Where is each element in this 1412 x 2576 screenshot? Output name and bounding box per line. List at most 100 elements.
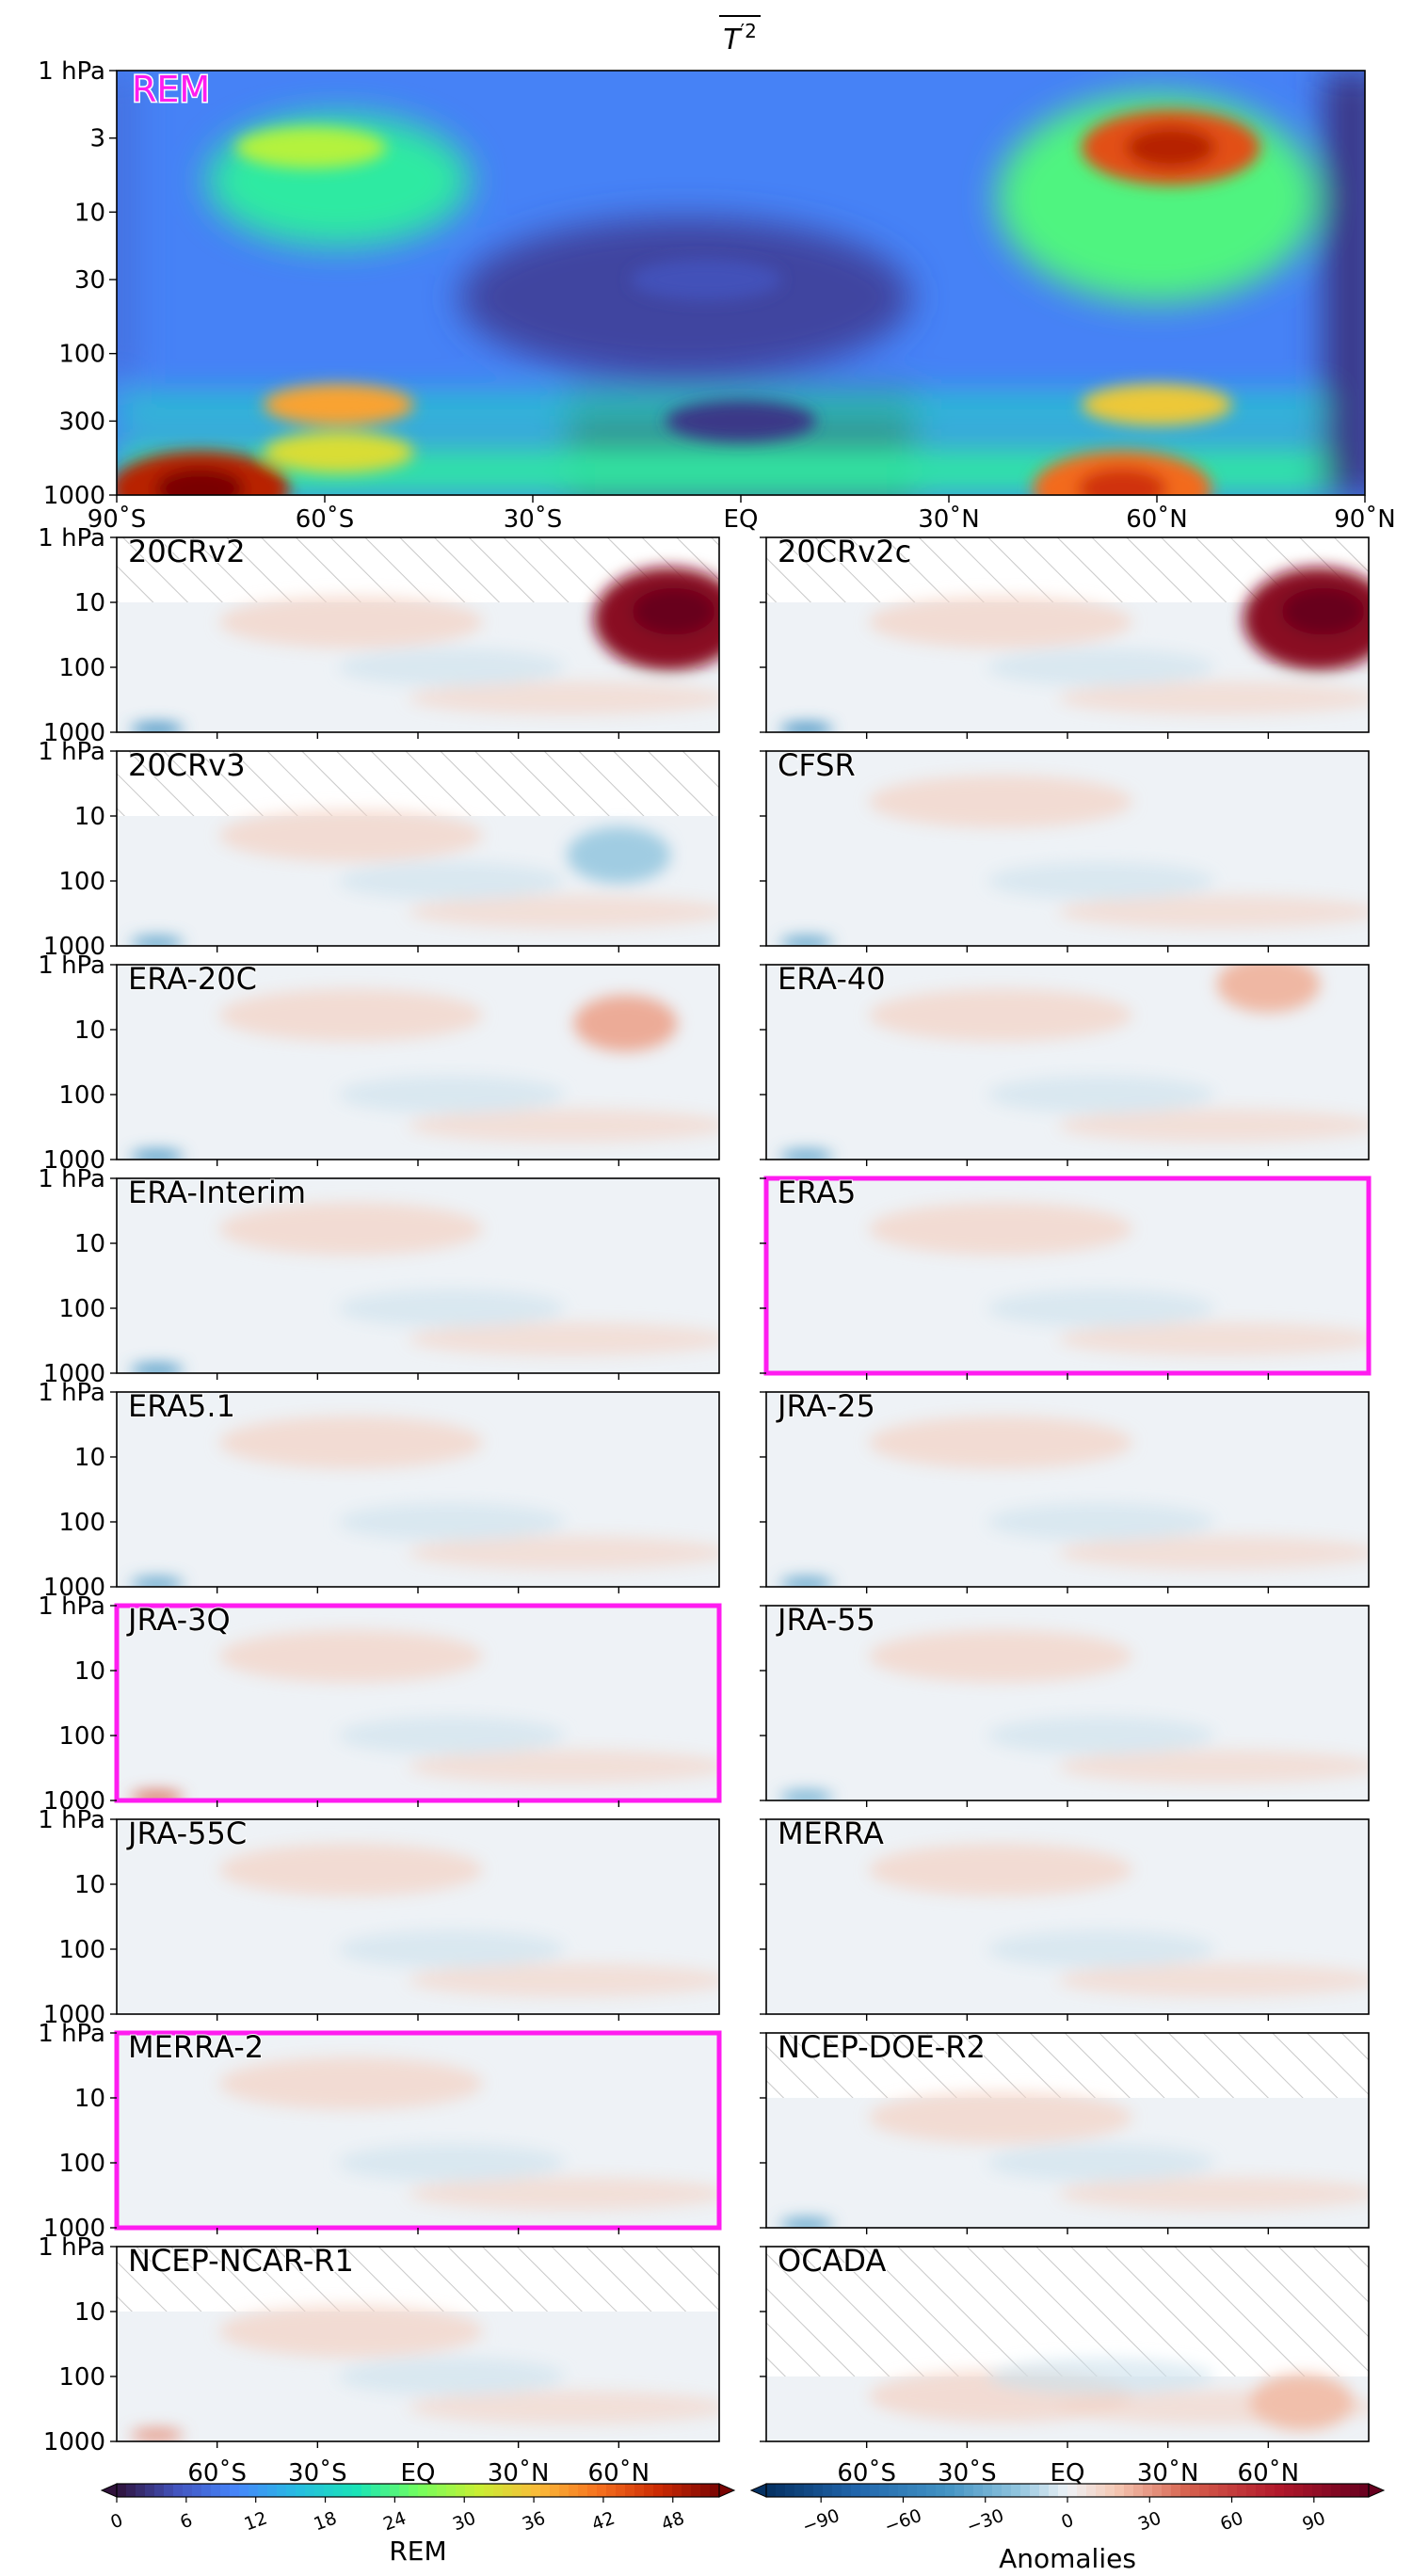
anomaly-panel-jra-3q: JRA-3Q 1 hPa 10 100 1000 bbox=[38, 1592, 722, 1816]
panel-cool-patch bbox=[338, 1076, 565, 1113]
colorbar-segment bbox=[550, 2484, 560, 2497]
panel-y-tick-label: 100 bbox=[58, 868, 105, 896]
anomaly-feature-0 bbox=[130, 1790, 184, 1800]
panel-warm-patch bbox=[218, 595, 483, 648]
panel-y-tick-label: 1000 bbox=[43, 1787, 105, 1816]
rem-feature-4 bbox=[263, 384, 414, 426]
colorbar-segment bbox=[1011, 2484, 1021, 2497]
panel-y-tick-label: 10 bbox=[74, 589, 105, 617]
colorbar-segment bbox=[1265, 2484, 1276, 2497]
colorbar-segment bbox=[267, 2484, 278, 2497]
colorbar-segment bbox=[1350, 2484, 1360, 2497]
panel-warm-patch bbox=[218, 1843, 483, 1896]
colorbar-segment bbox=[1002, 2484, 1012, 2497]
colorbar-tick-label: 30 bbox=[1135, 2508, 1163, 2536]
anomaly-feature-0 bbox=[567, 826, 671, 884]
panel-warm-patch bbox=[1058, 1749, 1369, 1784]
panel-label: ERA5 bbox=[778, 1175, 856, 1210]
panel-label: OCADA bbox=[778, 2243, 887, 2279]
figure-title: T′2 bbox=[719, 15, 761, 56]
rem-x-tick-label: 60˚S bbox=[296, 505, 355, 534]
anomaly-feature-0 bbox=[573, 995, 678, 1052]
colorbar-segment bbox=[136, 2484, 146, 2497]
colorbar-segment bbox=[1077, 2484, 1087, 2497]
panel-y-tick-label: 10 bbox=[74, 803, 105, 831]
colorbar-segment bbox=[173, 2484, 184, 2497]
rem-feature-core-0 bbox=[1126, 126, 1216, 168]
panel-warm-patch bbox=[1058, 1108, 1369, 1143]
rem-y-tick-label: 100 bbox=[58, 341, 105, 369]
colorbar-segment bbox=[616, 2484, 626, 2497]
anomaly-panel-era5-1: ERA5.1 1 hPa 10 100 1000 bbox=[38, 1379, 720, 1602]
panel-cool-patch bbox=[338, 2144, 565, 2182]
panel-y-tick-label: 100 bbox=[58, 2150, 105, 2178]
panel-warm-patch bbox=[409, 894, 719, 929]
panel-label: NCEP-DOE-R2 bbox=[778, 2029, 986, 2065]
rem-y-tick-label: 10 bbox=[74, 199, 105, 227]
panel-cool-patch bbox=[987, 648, 1214, 686]
colorbar-segment bbox=[1209, 2484, 1219, 2497]
colorbar-segment bbox=[399, 2484, 409, 2497]
panel-label: JRA-55C bbox=[126, 1816, 247, 1851]
panel-cool-patch bbox=[987, 2144, 1214, 2182]
panel-warm-patch bbox=[868, 1202, 1132, 1256]
anomaly-panel-era5: ERA5 bbox=[760, 1174, 1372, 1380]
panel-warm-patch bbox=[409, 1321, 719, 1356]
colorbar-segment bbox=[230, 2484, 240, 2497]
panel-warm-patch bbox=[409, 1108, 719, 1143]
colorbar-segment bbox=[1293, 2484, 1304, 2497]
colorbar-segment bbox=[870, 2484, 880, 2497]
panel-label: ERA-Interim bbox=[128, 1175, 306, 1210]
panel-cool-patch bbox=[338, 1503, 565, 1541]
colorbar-segment bbox=[1331, 2484, 1341, 2497]
anomaly-feature-core-0 bbox=[1281, 587, 1365, 635]
panel-cool-patch bbox=[338, 862, 565, 900]
colorbar-tick-label: −90 bbox=[800, 2505, 842, 2537]
colorbar-segment bbox=[983, 2484, 993, 2497]
panel-label: 20CRv2c bbox=[778, 534, 911, 569]
panel-warm-patch bbox=[218, 988, 483, 1042]
rem-y-tick-label: 3 bbox=[89, 125, 105, 153]
colorbar-segment bbox=[474, 2484, 485, 2497]
panel-y-tick-label: 1 hPa bbox=[38, 524, 105, 552]
panel-cool-patch bbox=[987, 2358, 1214, 2395]
colorbar-segment bbox=[663, 2484, 673, 2497]
panel-cool-patch bbox=[987, 1289, 1214, 1327]
colorbar-segment bbox=[409, 2484, 419, 2497]
colorbar-segment bbox=[1256, 2484, 1266, 2497]
colorbar-segment bbox=[484, 2484, 494, 2497]
colorbar-segment bbox=[1322, 2484, 1332, 2497]
colorbar-segment bbox=[917, 2484, 927, 2497]
rem-y-tick-label: 1 hPa bbox=[38, 57, 105, 86]
colorbar-segment bbox=[220, 2484, 231, 2497]
rem-x-tick-label: 90˚N bbox=[1334, 505, 1396, 534]
anomaly-panel-20crv3: 20CRv3 1 hPa 10 100 1000 bbox=[38, 738, 720, 961]
colorbar-segment bbox=[889, 2484, 899, 2497]
colorbar-segment bbox=[1190, 2484, 1200, 2497]
panel-y-tick-label: 10 bbox=[74, 2085, 105, 2113]
panel-cool-patch bbox=[987, 1930, 1214, 1968]
colorbar-segment bbox=[1227, 2484, 1238, 2497]
colorbar-segment bbox=[973, 2484, 984, 2497]
anomaly-feature-0 bbox=[130, 1363, 184, 1373]
colorbar-segment bbox=[945, 2484, 955, 2497]
colorbar-segment bbox=[1303, 2484, 1313, 2497]
colorbar-segment bbox=[776, 2484, 786, 2497]
panel-x-tick-label: EQ bbox=[1051, 2459, 1085, 2488]
anomaly-panel-jra-25: JRA-25 bbox=[760, 1387, 1370, 1593]
colorbar-segment bbox=[1171, 2484, 1181, 2497]
colorbar-segment bbox=[992, 2484, 1003, 2497]
rem-y-tick-label: 300 bbox=[58, 408, 105, 436]
anomaly-panel-20crv2c: 20CRv2c bbox=[760, 533, 1370, 739]
colorbar-tick-label: 48 bbox=[659, 2508, 687, 2536]
colorbar-segment bbox=[1218, 2484, 1228, 2497]
anomaly-panel-era-20c: ERA-20C 1 hPa 10 100 1000 bbox=[38, 952, 720, 1175]
colorbar-segment bbox=[1312, 2484, 1323, 2497]
colorbar-segment bbox=[1199, 2484, 1210, 2497]
anomaly-panel-merra-2: MERRA-2 1 hPa 10 100 1000 bbox=[38, 2020, 722, 2243]
colorbar-rem: 0 6 12 18 24 30 36 42 48 REM bbox=[100, 2483, 736, 2567]
panel-warm-patch bbox=[218, 808, 483, 862]
panel-y-tick-label: 1 hPa bbox=[38, 2020, 105, 2048]
panel-cool-patch bbox=[987, 1717, 1214, 1754]
